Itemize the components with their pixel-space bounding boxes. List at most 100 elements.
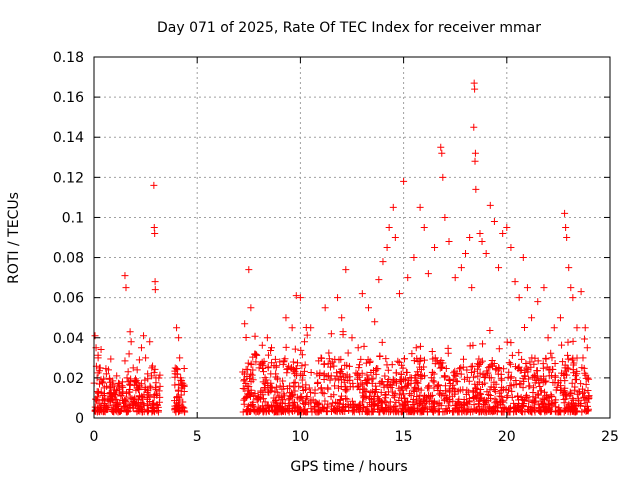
data-point bbox=[489, 362, 497, 370]
data-point bbox=[534, 298, 542, 306]
data-point bbox=[508, 351, 516, 359]
data-point bbox=[324, 400, 332, 408]
data-point bbox=[405, 407, 413, 415]
data-point bbox=[559, 358, 567, 366]
data-point bbox=[147, 384, 155, 392]
data-point bbox=[484, 391, 492, 399]
data-point bbox=[390, 377, 398, 385]
data-point bbox=[562, 223, 570, 231]
data-point bbox=[481, 379, 489, 387]
data-point bbox=[548, 365, 556, 373]
data-point bbox=[340, 378, 348, 386]
data-point bbox=[109, 401, 117, 409]
data-point bbox=[355, 406, 363, 414]
data-point bbox=[358, 369, 366, 377]
data-point bbox=[582, 380, 590, 388]
data-point bbox=[416, 357, 424, 365]
data-point bbox=[399, 390, 407, 398]
data-point bbox=[510, 407, 518, 415]
data-point bbox=[362, 359, 370, 367]
data-point bbox=[364, 356, 372, 364]
data-point bbox=[146, 397, 154, 405]
data-point bbox=[413, 378, 421, 386]
data-point bbox=[551, 360, 559, 368]
x-tick-label: 20 bbox=[498, 429, 516, 445]
data-point bbox=[454, 387, 462, 395]
data-point bbox=[242, 334, 250, 342]
data-point bbox=[282, 314, 290, 322]
data-point bbox=[387, 381, 395, 389]
data-point bbox=[338, 365, 346, 373]
data-point bbox=[508, 393, 516, 401]
data-point bbox=[127, 338, 135, 346]
data-point bbox=[519, 375, 527, 383]
data-point bbox=[354, 344, 362, 352]
data-point bbox=[413, 368, 421, 376]
data-point bbox=[267, 403, 275, 411]
data-point bbox=[356, 361, 364, 369]
data-point bbox=[540, 396, 548, 404]
data-point bbox=[546, 407, 554, 415]
data-point bbox=[534, 357, 542, 365]
data-point bbox=[492, 366, 500, 374]
data-point bbox=[421, 356, 429, 364]
data-point bbox=[441, 213, 449, 221]
data-point bbox=[568, 379, 576, 387]
data-point bbox=[564, 355, 572, 363]
data-point bbox=[150, 181, 158, 189]
data-point bbox=[478, 357, 486, 365]
data-point bbox=[539, 372, 547, 380]
data-point bbox=[540, 404, 548, 412]
data-point bbox=[560, 372, 568, 380]
data-point bbox=[173, 365, 181, 373]
y-tick-label: 0.14 bbox=[53, 130, 84, 146]
data-point bbox=[453, 378, 461, 386]
data-point bbox=[359, 389, 367, 397]
data-point bbox=[573, 390, 581, 398]
data-point bbox=[504, 373, 512, 381]
data-point bbox=[288, 389, 296, 397]
data-point bbox=[564, 351, 572, 359]
data-point bbox=[467, 368, 475, 376]
data-point bbox=[284, 365, 292, 373]
data-point bbox=[148, 408, 156, 416]
data-point bbox=[474, 365, 482, 373]
data-point bbox=[362, 388, 370, 396]
data-point bbox=[439, 359, 447, 367]
data-point bbox=[433, 357, 441, 365]
data-point bbox=[310, 406, 318, 414]
data-point bbox=[416, 203, 424, 211]
data-point bbox=[400, 355, 408, 363]
data-point bbox=[323, 372, 331, 380]
data-point bbox=[144, 370, 152, 378]
data-point bbox=[404, 274, 412, 282]
data-point bbox=[567, 284, 575, 292]
data-point bbox=[261, 398, 269, 406]
data-point bbox=[339, 404, 347, 412]
data-point bbox=[573, 376, 581, 384]
data-point bbox=[367, 368, 375, 376]
data-point bbox=[175, 334, 183, 342]
data-point bbox=[311, 389, 319, 397]
data-point bbox=[474, 362, 482, 370]
data-point bbox=[291, 368, 299, 376]
data-point bbox=[578, 364, 586, 372]
data-point bbox=[249, 398, 257, 406]
data-point bbox=[389, 375, 397, 383]
data-point bbox=[327, 360, 335, 368]
data-point bbox=[537, 397, 545, 405]
data-point bbox=[482, 250, 490, 258]
data-point bbox=[386, 398, 394, 406]
data-point bbox=[367, 388, 375, 396]
data-point bbox=[476, 407, 484, 415]
data-point bbox=[96, 364, 104, 372]
data-point bbox=[272, 383, 280, 391]
data-point bbox=[331, 382, 339, 390]
data-point bbox=[113, 372, 121, 380]
data-point bbox=[146, 382, 154, 390]
data-point bbox=[541, 388, 549, 396]
data-point bbox=[100, 384, 108, 392]
data-point bbox=[129, 401, 137, 409]
data-point bbox=[371, 318, 379, 326]
data-point bbox=[112, 387, 120, 395]
